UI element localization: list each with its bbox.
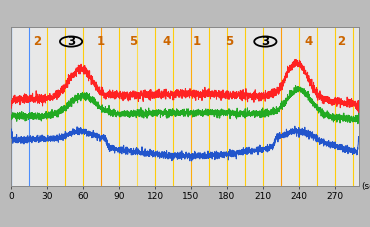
Text: 4: 4 bbox=[305, 35, 313, 48]
Text: 3: 3 bbox=[67, 35, 75, 48]
Text: 1: 1 bbox=[97, 35, 105, 48]
Text: 2: 2 bbox=[33, 35, 41, 48]
Text: 5: 5 bbox=[225, 35, 233, 48]
Text: 2: 2 bbox=[337, 35, 345, 48]
Text: 3: 3 bbox=[261, 35, 269, 48]
Text: (sec): (sec) bbox=[361, 182, 370, 191]
Text: 5: 5 bbox=[129, 35, 138, 48]
Text: 4: 4 bbox=[163, 35, 171, 48]
Text: 1: 1 bbox=[193, 35, 201, 48]
